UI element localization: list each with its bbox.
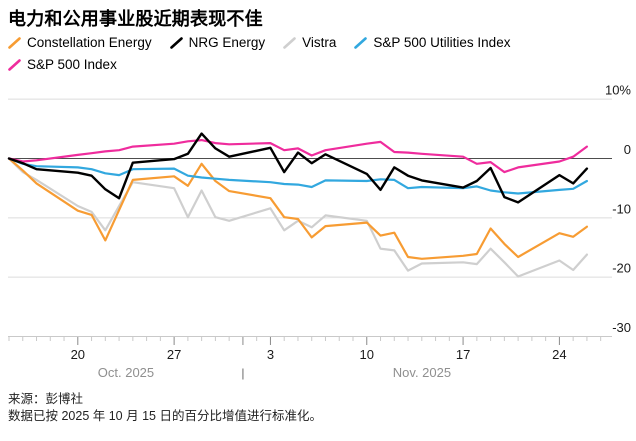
- series-lines: [7, 132, 589, 278]
- y-axis-label: 0: [624, 142, 631, 157]
- legend-label: Vistra: [302, 35, 337, 50]
- legend-line-marker: [8, 36, 21, 49]
- legend-item-s-p-500-index: S&P 500 Index: [8, 55, 117, 74]
- month-label-nov: Nov. 2025: [393, 365, 451, 380]
- x-axis-label: 10: [360, 347, 374, 362]
- normalization-note: 数据已按 2025 年 10 月 15 日的百分比增值进行标准化。: [8, 409, 322, 423]
- y-axis-label: -10: [612, 201, 631, 216]
- series-line-s-p-500-utilities-index: [7, 157, 589, 195]
- legend-label: Constellation Energy: [27, 35, 152, 50]
- line-chart: 10% 0 -10 -20 -30 20 27 3 10 17 24 Oct. 2025 Nov. 20…: [7, 83, 631, 380]
- x-axis-label: 24: [552, 347, 566, 362]
- legend-label: NRG Energy: [188, 35, 266, 50]
- legend-line-marker: [169, 36, 183, 49]
- x-axis-label: 17: [456, 347, 470, 362]
- month-label-oct: Oct. 2025: [98, 365, 154, 380]
- legend: Constellation Energy NRG Energy Vistra S&P …: [8, 33, 564, 74]
- legend-item-nrg-energy: NRG Energy: [169, 33, 266, 52]
- legend-label: S&P 500 Index: [27, 57, 117, 72]
- legend-item-s-p-500-utilities-index: S&P 500 Utilities Index: [354, 33, 510, 52]
- series-line-constellation-energy: [7, 157, 589, 260]
- y-axis-label: 10%: [605, 83, 631, 98]
- legend-line-marker: [354, 36, 368, 49]
- legend-line-marker: [8, 58, 21, 71]
- month-separator: |: [241, 366, 244, 380]
- y-axis-label: -30: [612, 320, 631, 335]
- legend-item-constellation-energy: Constellation Energy: [8, 33, 152, 52]
- gridlines: 10% 0 -10 -20 -30: [8, 83, 631, 337]
- x-axis-label: 3: [267, 347, 274, 362]
- legend-line-marker: [283, 36, 296, 49]
- source-note: 来源：彭博社: [8, 392, 84, 406]
- x-axis-label: 27: [167, 347, 181, 362]
- chart-footer: 来源：彭博社 数据已按 2025 年 10 月 15 日的百分比增值进行标准化。: [8, 391, 322, 425]
- chart-title: 电力和公用事业股近期表现不佳: [8, 9, 263, 29]
- legend-item-vistra: Vistra: [283, 33, 336, 52]
- x-axis: 20 27 3 10 17 24 Oct. 2025 Nov. 2025 |: [8, 337, 602, 380]
- series-line-s-p-500-index: [7, 139, 589, 174]
- legend-label: S&P 500 Utilities Index: [373, 35, 511, 50]
- x-axis-label: 20: [71, 347, 85, 362]
- y-axis-label: -20: [612, 261, 631, 276]
- series-line-nrg-energy: [7, 132, 589, 204]
